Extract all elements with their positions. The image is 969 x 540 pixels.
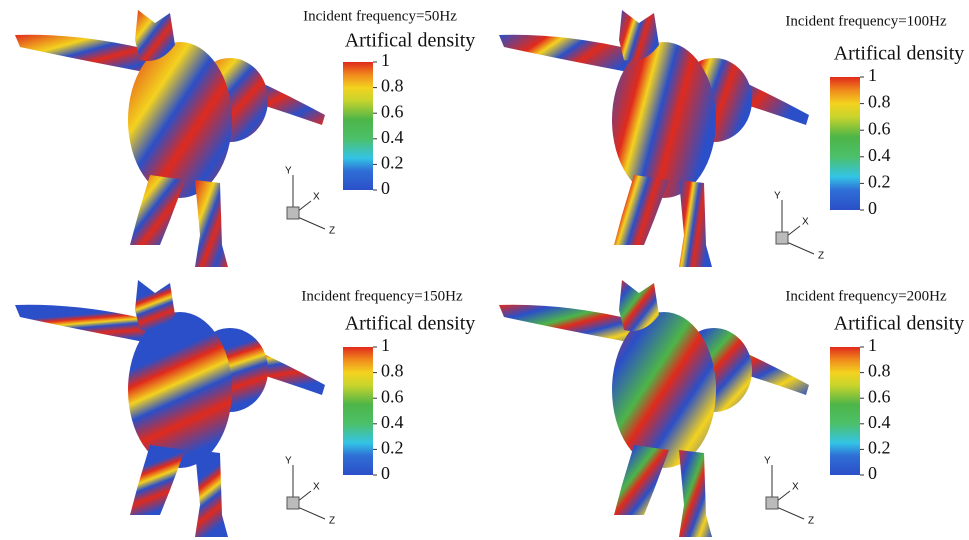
model-leg <box>614 445 669 515</box>
colorbar-tick-label: 0.8 <box>381 76 404 96</box>
axis-x-label: X <box>313 482 320 493</box>
model-head <box>135 10 175 61</box>
model-head <box>619 280 659 331</box>
axis-y-label: Y <box>285 456 292 467</box>
model <box>499 10 809 267</box>
panel: Incident frequency=50Hz Artifical density… <box>15 8 475 267</box>
colorbar-tick-label: 0.6 <box>381 386 404 406</box>
model-leg <box>614 175 669 245</box>
model-leg <box>130 175 185 245</box>
colorbar <box>343 62 373 190</box>
colorbar-tick-label: 0.4 <box>381 127 404 147</box>
colorbar-tick-label: 1 <box>381 335 390 355</box>
model-leg <box>195 180 228 267</box>
axis-z-label: Z <box>329 226 335 237</box>
axis-y-label: Y <box>764 456 771 467</box>
colorbar-tick-label: 0 <box>868 198 877 218</box>
colorbar-tick-label: 1 <box>868 65 877 85</box>
colorbar-tick-label: 0.8 <box>868 92 891 112</box>
panel-title: Incident frequency=200Hz <box>785 288 947 304</box>
panel: Incident frequency=150Hz Artifical densit… <box>15 280 475 537</box>
colorbar-tick-label: 0.4 <box>868 145 891 165</box>
colorbar-tick-label: 1 <box>868 335 877 355</box>
panel-title: Incident frequency=150Hz <box>301 288 463 304</box>
panel: Incident frequency=100Hz Artifical densit… <box>499 10 964 267</box>
colorbar-tick-label: 0.8 <box>868 361 891 381</box>
axis-x-label: X <box>792 482 799 493</box>
model-head <box>619 10 659 61</box>
colorbar <box>343 347 373 475</box>
model <box>15 280 325 537</box>
colorbar-tick-label: 0 <box>868 463 877 483</box>
model-torso <box>128 312 232 468</box>
colorbar-tick-label: 0 <box>381 463 390 483</box>
axis-z-label: Z <box>818 251 824 262</box>
colorbar-tick-label: 0.4 <box>381 412 404 432</box>
axis-x-label: X <box>802 217 809 228</box>
model-leg <box>195 450 228 537</box>
model-head <box>135 280 175 331</box>
axis-y-label: Y <box>285 166 292 177</box>
model-arm <box>15 34 160 75</box>
model-leg <box>679 450 712 537</box>
colorbar-tick-label: 0.6 <box>868 118 891 138</box>
colorbar-tick-label: 0 <box>381 178 390 198</box>
model-torso <box>612 42 716 198</box>
axis-cube <box>765 496 779 510</box>
colorbar-tick-label: 0.2 <box>868 172 891 192</box>
axis-z-label: Z <box>808 516 814 527</box>
axis-x-label: X <box>313 192 320 203</box>
axis-z-label: Z <box>329 516 335 527</box>
legend-title: Artifical density <box>834 313 965 335</box>
model-arm <box>499 34 644 75</box>
colorbar-tick-label: 0.2 <box>381 153 404 173</box>
colorbar <box>830 77 860 210</box>
model-leg <box>679 180 712 267</box>
legend-title: Artifical density <box>345 30 476 52</box>
legend-title: Artifical density <box>834 43 965 65</box>
model-arm <box>499 304 644 345</box>
colorbar-tick-label: 0.2 <box>868 438 891 458</box>
panel-title: Incident frequency=100Hz <box>785 13 947 29</box>
colorbar-tick-label: 0.6 <box>381 101 404 121</box>
colorbar <box>830 347 860 475</box>
axis-cube <box>286 496 300 510</box>
panel-title: Incident frequency=50Hz <box>303 8 457 24</box>
model <box>499 280 809 537</box>
colorbar-tick-label: 0.4 <box>868 412 891 432</box>
legend-title: Artifical density <box>345 313 476 335</box>
axis-cube <box>286 206 300 220</box>
model-arm <box>15 304 160 345</box>
colorbar-tick-label: 1 <box>381 50 390 70</box>
colorbar-tick-label: 0.6 <box>868 386 891 406</box>
colorbar-tick-label: 0.2 <box>381 438 404 458</box>
panel: Incident frequency=200Hz Artifical densit… <box>499 280 964 537</box>
model-torso <box>128 42 232 198</box>
model-leg <box>130 445 185 515</box>
model-torso <box>612 312 716 468</box>
axis-y-label: Y <box>774 191 781 202</box>
model <box>15 10 325 267</box>
axis-cube <box>775 231 789 245</box>
colorbar-tick-label: 0.8 <box>381 361 404 381</box>
